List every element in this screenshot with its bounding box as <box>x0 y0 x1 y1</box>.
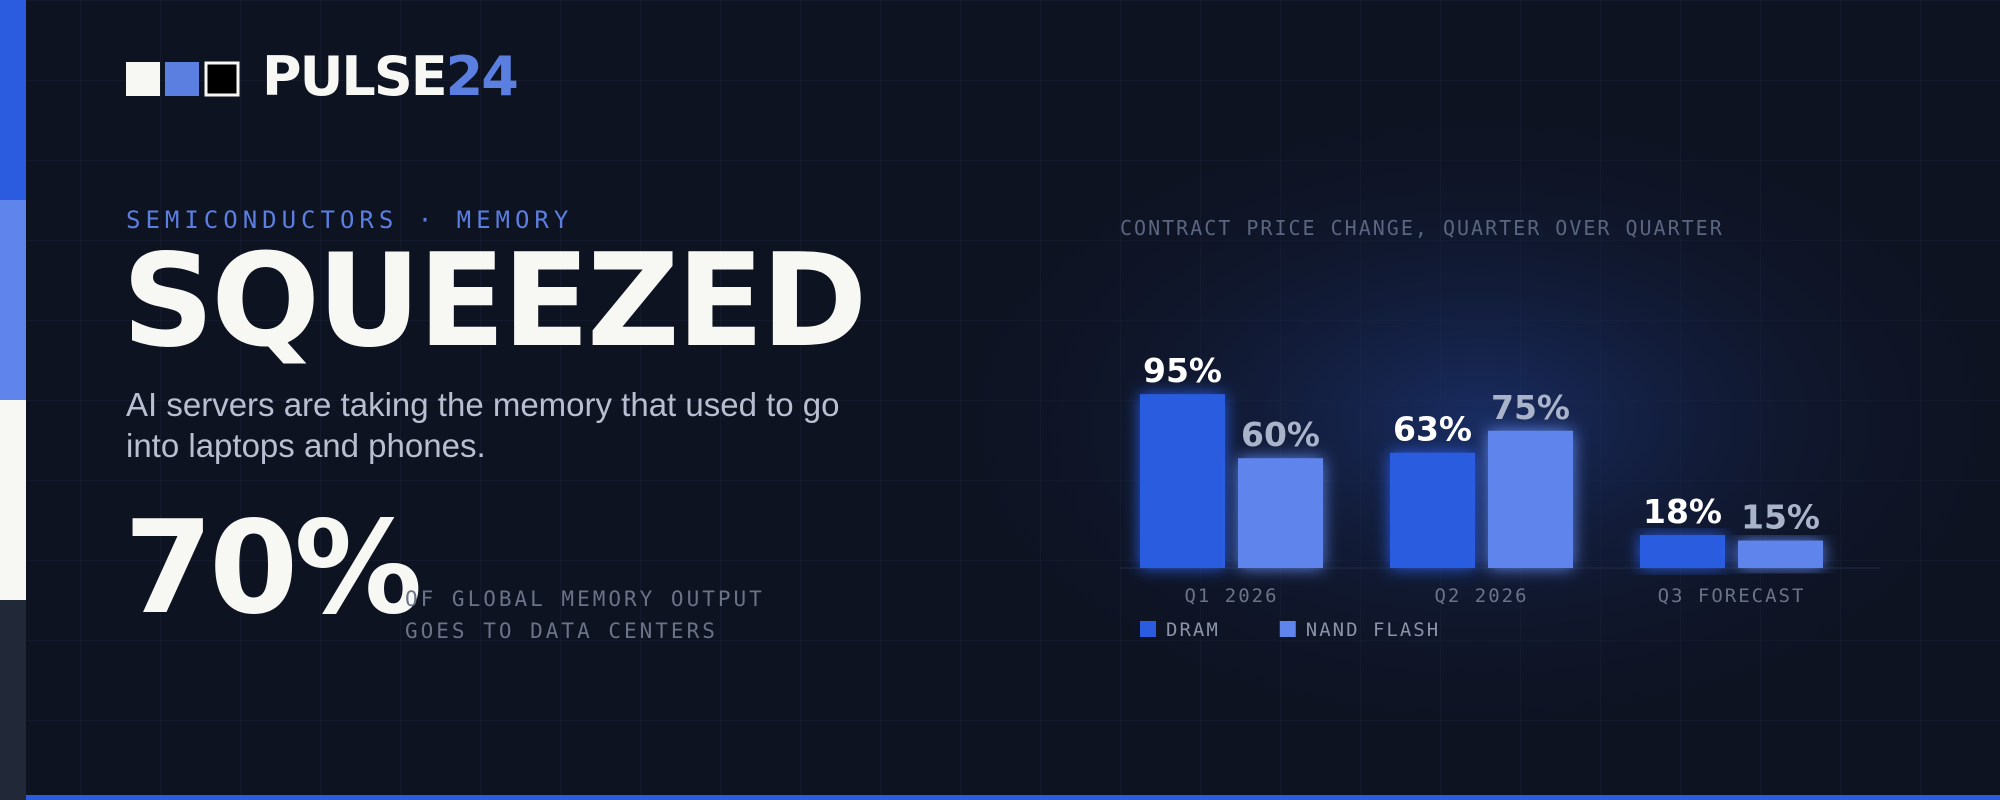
value-label: 18% <box>1643 492 1722 531</box>
bar <box>1140 394 1225 568</box>
value-label: 15% <box>1741 498 1820 537</box>
kicker: SEMICONDUCTORS · MEMORY <box>126 206 574 234</box>
bar <box>1640 535 1725 568</box>
legend-swatch <box>1140 621 1156 637</box>
chart-title: CONTRACT PRICE CHANGE, QUARTER OVER QUAR… <box>1120 216 1724 240</box>
brand: PULSE24 <box>262 50 519 104</box>
value-label: 63% <box>1393 410 1472 449</box>
bar <box>1238 458 1323 568</box>
legend-swatch <box>1279 621 1296 637</box>
headline: SQUEEZED <box>122 227 867 376</box>
stat-label: OF GLOBAL MEMORY OUTPUT <box>405 587 765 611</box>
x-tick-label: Q1 2026 <box>1184 585 1278 607</box>
value-label: 75% <box>1491 388 1570 427</box>
legend-label: DRAM <box>1166 619 1220 641</box>
value-label: 60% <box>1241 415 1320 454</box>
legend-label: NAND FLASH <box>1306 619 1440 641</box>
stat-label: GOES TO DATA CENTERS <box>405 619 718 643</box>
body-text: AI servers are taking the memory that us… <box>126 386 840 464</box>
brand-number: 24 <box>445 45 519 108</box>
brand-name: PULSE <box>262 45 448 108</box>
bar <box>1738 540 1823 568</box>
value-label: 95% <box>1143 351 1222 390</box>
bar <box>1488 430 1573 568</box>
bar <box>1390 452 1475 568</box>
x-tick-label: Q3 FORECAST <box>1658 585 1806 607</box>
stat-value: 70% <box>124 494 422 643</box>
x-tick-label: Q2 2026 <box>1434 585 1528 607</box>
